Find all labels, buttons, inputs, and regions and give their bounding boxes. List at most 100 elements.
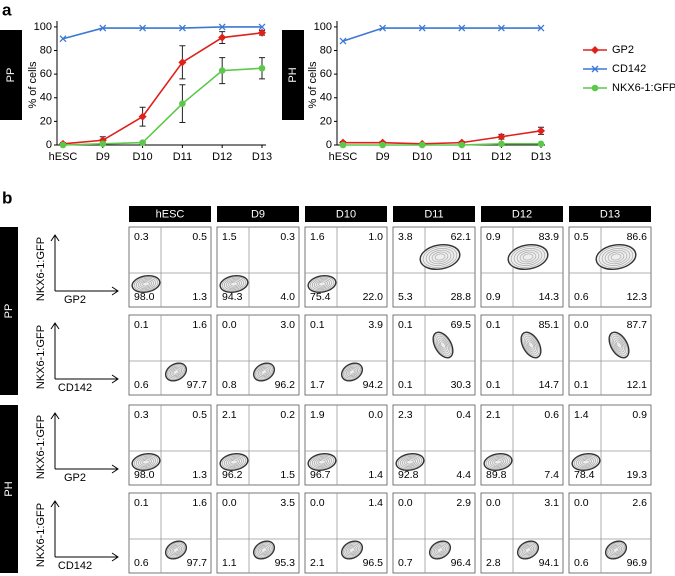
plot-frame	[216, 226, 300, 308]
quadrant-value: 0.3	[134, 231, 149, 243]
marker	[537, 24, 545, 32]
contour	[228, 280, 240, 288]
contour	[610, 333, 628, 357]
contour	[347, 368, 357, 376]
marker	[379, 141, 386, 149]
quadrant-value: 1.3	[192, 291, 207, 303]
quadrant-value: 1.5	[222, 231, 237, 243]
contour	[261, 369, 267, 375]
contour	[613, 337, 625, 353]
x-tick-label: hESC	[49, 151, 78, 163]
quadrant-value: 0.6	[134, 557, 149, 569]
quadrant-value: 1.5	[280, 469, 295, 481]
quadrant-value: 12.1	[627, 379, 648, 391]
y-axis-label: NKX6-1:GFP	[35, 415, 47, 479]
contour	[608, 543, 624, 557]
contour	[342, 364, 362, 380]
marker	[218, 67, 226, 74]
marker	[418, 24, 426, 32]
series-line	[62, 67, 263, 146]
panel-label: a	[2, 0, 12, 19]
column-header: D9	[251, 208, 265, 220]
quadrant-value: 3.0	[280, 319, 295, 331]
contour	[573, 454, 599, 470]
x-tick-label: D10	[133, 151, 153, 163]
contour	[138, 457, 154, 467]
contour	[349, 369, 355, 375]
quadrant-value: 78.4	[574, 469, 595, 481]
contour	[221, 276, 247, 292]
plot-frame	[480, 492, 564, 574]
column-header: D10	[336, 208, 356, 220]
legend-label: NKX6-1:GFP	[612, 82, 675, 94]
marker	[458, 141, 466, 149]
quadrant-value: 94.1	[539, 557, 560, 569]
contour	[522, 253, 534, 261]
contour	[598, 246, 634, 268]
column-header-box	[393, 206, 475, 222]
marker	[591, 84, 599, 92]
contour	[520, 331, 542, 359]
quadrant-value: 0.1	[486, 379, 501, 391]
density-plot	[432, 331, 454, 359]
marker	[458, 24, 466, 32]
quadrant-value: 28.8	[451, 291, 472, 303]
contour	[349, 547, 355, 553]
contour	[316, 280, 328, 288]
quadrant-value: 96.4	[451, 557, 472, 569]
density-plot	[483, 453, 513, 471]
density-plot	[219, 453, 249, 471]
contour	[257, 366, 271, 378]
contour	[140, 458, 152, 466]
quadrant-value: 0.1	[486, 319, 501, 331]
contour	[257, 544, 271, 556]
quadrant-value: 96.7	[310, 469, 331, 481]
plot-frame	[392, 404, 476, 486]
contour	[611, 335, 627, 355]
quadrant-value: 1.6	[192, 497, 207, 509]
plot-frame	[392, 492, 476, 574]
contour	[166, 542, 186, 558]
contour	[230, 281, 238, 287]
contour	[440, 341, 446, 349]
quadrant-value: 97.7	[187, 557, 208, 569]
contour	[133, 276, 159, 292]
density-plot	[131, 275, 161, 293]
series-line	[342, 27, 541, 42]
contour	[345, 544, 359, 556]
quadrant-value: 1.4	[368, 497, 383, 509]
plot-frame	[480, 404, 564, 486]
quadrant-value: 94.2	[363, 379, 384, 391]
marker	[591, 65, 599, 73]
quadrant-value: 96.2	[222, 469, 243, 481]
contour	[485, 454, 511, 470]
group-label-box	[282, 30, 304, 120]
quadrant-value: 0.0	[222, 319, 237, 331]
x-tick-label: D13	[252, 151, 272, 163]
quadrant-value: 0.4	[456, 409, 471, 421]
contour	[223, 455, 245, 469]
contour	[431, 251, 449, 263]
y-axis-label: NKX6-1:GFP	[35, 503, 47, 567]
contour	[226, 279, 242, 289]
marker	[537, 126, 545, 135]
marker	[179, 100, 186, 107]
quadrant-value: 0.0	[398, 497, 413, 509]
contour	[433, 544, 447, 556]
contour	[307, 275, 337, 293]
quadrant-value: 1.7	[310, 379, 325, 391]
contour	[254, 542, 274, 558]
quadrant-value: 0.9	[486, 291, 501, 303]
density-plot	[419, 243, 461, 271]
marker	[59, 141, 67, 149]
quadrant-value: 0.1	[134, 319, 149, 331]
quadrant-value: 0.6	[544, 409, 559, 421]
density-plot	[571, 453, 601, 471]
contour	[344, 365, 360, 379]
contour	[307, 453, 337, 471]
contour	[219, 453, 249, 471]
contour	[487, 455, 509, 469]
quadrant-value: 0.0	[222, 497, 237, 509]
panel-label: b	[2, 188, 12, 207]
